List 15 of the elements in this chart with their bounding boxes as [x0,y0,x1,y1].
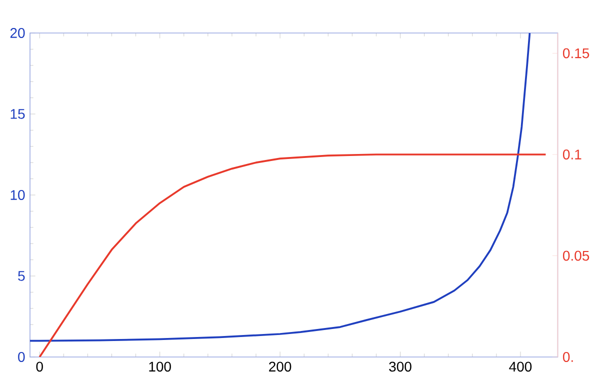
y2-tick-label: 0.05 [562,250,590,261]
y2-tick-label: 0.15 [562,48,590,58]
y-tick-label: 10 [10,190,25,200]
x-tick-label: 300 [389,362,412,372]
y-tick-label: 0 [18,352,25,362]
y-tick-label: 20 [10,28,25,38]
y-tick-label: 5 [18,271,25,281]
y-tick-label: 15 [10,109,25,119]
line-series [30,33,531,342]
x-tick-label: 200 [269,362,292,372]
y2-tick-label: 0. [562,352,573,362]
x-tick-label: 0 [36,362,43,372]
x-tick-label: 100 [149,362,171,372]
x-tick-label: 400 [509,362,532,372]
y2-tick-label: 0.1 [562,150,582,160]
